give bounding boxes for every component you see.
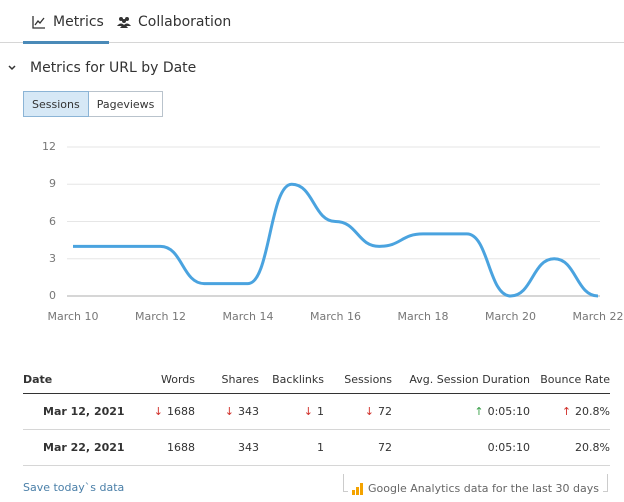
section-title: Metrics for URL by Date: [30, 60, 197, 76]
section-toggle[interactable]: Metrics for URL by Date: [7, 60, 196, 76]
x-tick-label: March 18: [397, 310, 449, 323]
pageviews-toggle-button[interactable]: Pageviews: [88, 91, 164, 117]
x-tick-label: March 12: [134, 310, 187, 323]
cell-sessions: ↓ 72: [324, 393, 392, 430]
tab-label: Collaboration: [138, 13, 232, 30]
y-tick-label: 12: [42, 140, 56, 153]
col-backlinks: Backlinks: [259, 366, 324, 394]
cell-duration: 0:05:10: [392, 429, 530, 466]
sessions-chart: 0 3 6 9 12 March 10 March 12 March 14 March 16 M…: [0, 136, 624, 326]
tab-bar: Metrics Collaboration: [0, 0, 624, 44]
x-tick-label: March 20: [484, 310, 537, 323]
cell-shares: 343: [195, 429, 259, 466]
table-header-row: Date Words Shares Backlinks Sessions Avg…: [23, 366, 610, 394]
tab-collaboration[interactable]: Collaboration: [116, 0, 231, 43]
cell-backlinks: ↓ 1: [259, 393, 324, 430]
table-row: Mar 22, 2021 1688 343 1 72 0:05:10 20.8%: [23, 429, 610, 466]
google-analytics-icon: [352, 482, 363, 495]
x-tick-label: March 22: [572, 310, 624, 323]
cell-duration: ↑ 0:05:10: [392, 393, 530, 430]
x-tick-label: March 10: [47, 310, 99, 323]
tab-label: Metrics: [53, 13, 104, 30]
col-sessions: Sessions: [324, 366, 392, 394]
cell-bounce: ↑ 20.8%: [530, 393, 610, 430]
arrow-down-icon: ↓: [224, 404, 234, 418]
cell-sessions: 72: [324, 429, 392, 466]
arrow-down-icon: ↓: [153, 404, 163, 418]
col-shares: Shares: [195, 366, 259, 394]
col-duration: Avg. Session Duration: [392, 366, 530, 394]
x-tick-label: March 14: [222, 310, 274, 323]
tab-metrics[interactable]: Metrics: [23, 0, 109, 44]
cell-date: Mar 22, 2021: [23, 429, 143, 466]
cell-words: 1688: [143, 429, 195, 466]
arrow-down-icon: ↓: [364, 404, 374, 418]
cell-words: ↓ 1688: [143, 393, 195, 430]
metric-toggle: Sessions Pageviews: [23, 91, 164, 117]
col-words: Words: [143, 366, 195, 394]
table-row: Mar 12, 2021 ↓ 1688 ↓ 343 ↓ 1 ↓ 72 ↑ 0:05:10 …: [23, 393, 610, 430]
cell-date: Mar 12, 2021: [23, 393, 143, 430]
metrics-table: Date Words Shares Backlinks Sessions Avg…: [23, 366, 610, 466]
chart-plot: [67, 146, 600, 298]
arrow-up-icon: ↑: [561, 404, 572, 418]
col-date: Date: [23, 366, 143, 394]
sessions-toggle-button[interactable]: Sessions: [23, 91, 89, 117]
save-today-data-link[interactable]: Save today`s data: [23, 481, 125, 494]
arrow-up-icon: ↑: [474, 404, 484, 418]
arrow-down-icon: ↓: [303, 404, 313, 418]
cell-shares: ↓ 343: [195, 393, 259, 430]
ga-note-frame: Google Analytics data for the last 30 da…: [343, 474, 608, 495]
cell-bounce: 20.8%: [530, 429, 610, 466]
line-chart-icon: [31, 14, 47, 30]
y-tick-label: 6: [49, 214, 56, 228]
y-tick-label: 3: [49, 251, 56, 265]
col-bounce: Bounce Rate: [530, 366, 610, 394]
y-tick-label: 0: [49, 289, 56, 302]
y-tick-label: 9: [49, 177, 56, 191]
cell-backlinks: 1: [259, 429, 324, 466]
ga-note: Google Analytics data for the last 30 da…: [348, 482, 603, 495]
x-tick-label: March 16: [309, 310, 362, 323]
users-icon: [116, 14, 132, 30]
chevron-down-icon: [7, 64, 21, 72]
